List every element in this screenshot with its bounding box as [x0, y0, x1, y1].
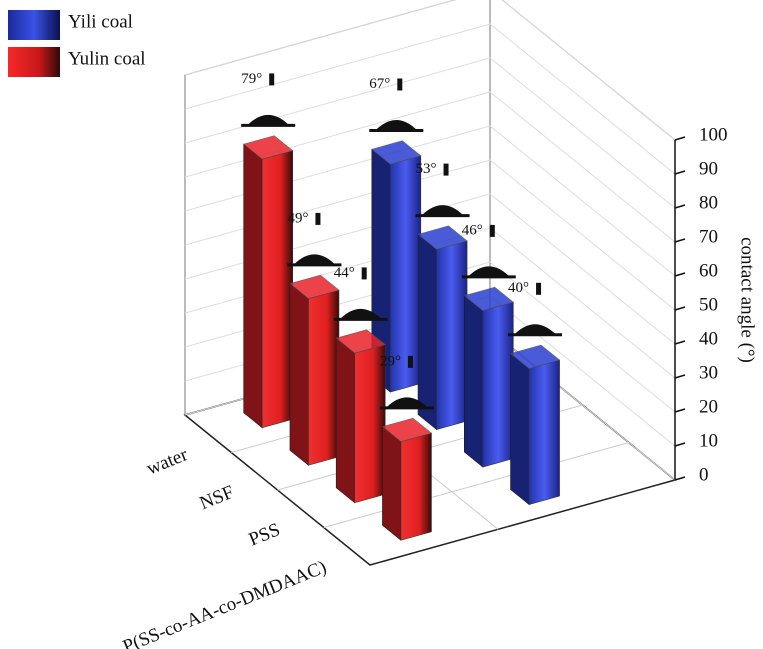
value-label: 29°	[380, 353, 401, 369]
needle	[408, 356, 413, 368]
bar-side	[382, 427, 401, 541]
value-label: 53°	[416, 161, 437, 177]
droplet	[423, 205, 463, 215]
chart: contact angle (°) 0 10 20 30 40 50 60 70 80 90 100…	[0, 0, 763, 649]
z-tick-label: 20	[699, 396, 718, 417]
value-label: 46°	[462, 222, 483, 238]
z-tick-label: 10	[699, 430, 718, 451]
z-tick-label: 90	[699, 158, 718, 179]
value-label: 79°	[241, 71, 262, 87]
z-tick-label: 50	[699, 294, 718, 315]
tick-mark	[675, 273, 685, 276]
needle	[362, 267, 367, 279]
bar-front	[483, 302, 514, 467]
value-label: 44°	[334, 265, 355, 281]
z-tick-label: 100	[699, 124, 728, 145]
needle	[397, 79, 402, 91]
bar-side	[336, 338, 355, 503]
tick-mark	[675, 443, 685, 446]
tick-mark	[675, 307, 685, 310]
tick-mark	[675, 239, 685, 242]
needle	[444, 164, 449, 176]
x-tick-label: water	[144, 444, 192, 480]
droplet	[469, 266, 509, 276]
needle	[536, 283, 541, 295]
tick-mark	[675, 409, 685, 412]
bar-side	[418, 234, 437, 429]
bar-side	[511, 354, 530, 505]
bar-front	[437, 241, 468, 430]
legend-swatch	[8, 10, 60, 40]
value-label: 49°	[287, 210, 308, 226]
value-label: 40°	[508, 280, 529, 296]
z-tick-label: 70	[699, 226, 718, 247]
x-tick-label: P(SS-co-AA-co-DMDAAC)	[120, 557, 329, 649]
x-tick-label: NSF	[197, 482, 237, 515]
legend-swatch	[8, 47, 60, 77]
value-label: 67°	[369, 76, 390, 92]
bar-front	[308, 290, 339, 465]
bar-front	[262, 151, 293, 428]
legend-label: Yili coal	[68, 11, 133, 32]
axis-title: contact angle (°)	[737, 237, 758, 363]
tick-mark	[675, 375, 685, 378]
tick-mark	[675, 171, 685, 174]
z-tick-label: 40	[699, 328, 718, 349]
tick-mark	[675, 341, 685, 344]
z-tick-label: 0	[699, 464, 709, 485]
bar-side	[290, 284, 309, 466]
droplet	[376, 120, 416, 130]
legend-label: Yulin coal	[68, 48, 146, 69]
z-tick-label: 30	[699, 362, 718, 383]
tick-mark	[675, 477, 685, 480]
z-tick-label: 80	[699, 192, 718, 213]
droplet	[515, 324, 555, 334]
tick-mark	[675, 137, 685, 140]
needle	[269, 73, 274, 85]
tick-mark	[675, 205, 685, 208]
needle	[490, 225, 495, 237]
droplet	[294, 254, 334, 264]
bar-side	[244, 144, 263, 428]
bar-front	[529, 360, 560, 505]
needle	[315, 213, 320, 225]
bar-front	[401, 433, 432, 540]
bar-side	[464, 296, 483, 467]
z-tick-label: 60	[699, 260, 718, 281]
x-tick-label: PSS	[246, 519, 283, 550]
